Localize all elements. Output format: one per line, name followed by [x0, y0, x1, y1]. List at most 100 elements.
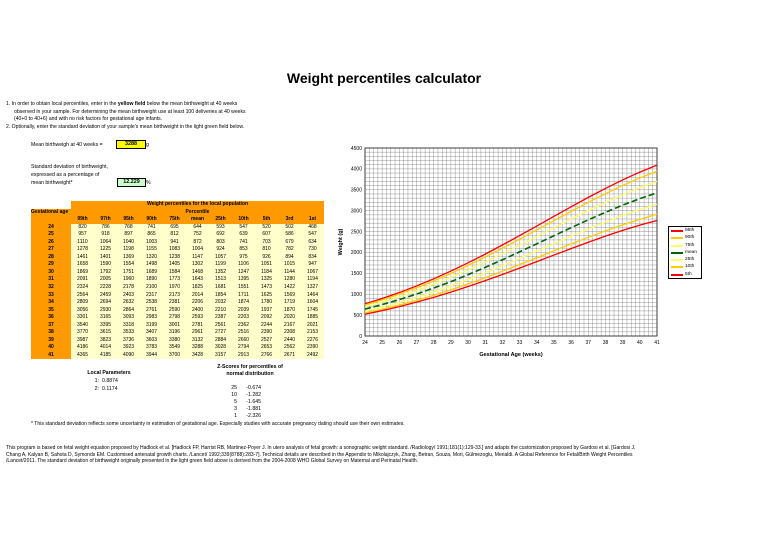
- percentile-cell: 834: [301, 253, 324, 262]
- sd-label-line2: expressed as a percentage of: [31, 172, 100, 178]
- percentile-cell: 502: [278, 223, 301, 232]
- percentile-cell: 3165: [94, 314, 117, 322]
- percentile-cell: 812: [163, 231, 186, 239]
- percentile-cell: 1004: [186, 246, 209, 254]
- legend-swatch: [671, 230, 683, 232]
- series-line-75th: [364, 180, 658, 308]
- y-tick-label: 4000: [351, 167, 362, 173]
- table-row: 35 3056 2930 2864 2761 2590 2400 2210 2039 1937 18…: [31, 306, 324, 315]
- percentile-cell: 4090: [117, 351, 140, 360]
- local-param-key: 1:: [94, 378, 99, 384]
- table-row: 27 1278 1225 1198 1155 1083 1004 924 853 810 782 73…: [31, 246, 324, 254]
- percentile-cell: 1780: [255, 299, 278, 307]
- y-tick-label: 500: [354, 313, 363, 319]
- y-tick-label: 2500: [351, 229, 362, 235]
- ga-cell: 41: [31, 351, 71, 360]
- legend-label: 95th: [685, 228, 695, 233]
- column-header: 3rd: [278, 216, 301, 224]
- percentile-cell: 1773: [163, 276, 186, 285]
- zscore-percentile: 5: [234, 399, 237, 405]
- percentile-cell: 894: [278, 253, 301, 262]
- y-axis-label: Weight (g): [338, 228, 344, 255]
- percentile-cell: 1960: [117, 276, 140, 285]
- x-tick-label: 39: [620, 340, 626, 346]
- column-header: 10th: [232, 216, 255, 224]
- percentile-cell: 1569: [278, 291, 301, 300]
- x-tick-label: 36: [568, 340, 574, 346]
- zscore-row: 5 -1.645: [228, 399, 261, 406]
- zscore-percentile: 3: [234, 406, 237, 412]
- percentile-cell: 1401: [94, 253, 117, 262]
- ga-cell: 32: [31, 284, 71, 292]
- percentile-cell: 2884: [209, 336, 232, 345]
- legend-label: 5th: [685, 271, 692, 277]
- x-tick-label: 34: [534, 340, 540, 346]
- percentile-cell: 2761: [140, 306, 163, 315]
- instruction-1-bold: yellow field: [117, 101, 146, 107]
- ga-cell: 30: [31, 268, 71, 277]
- series-line-mean: [364, 192, 658, 310]
- series-line-95th: [364, 164, 658, 305]
- table-row: 37 3540 3395 3318 3199 3001 2781 2561 2362 2244 21…: [31, 321, 324, 330]
- ga-cell: 36: [31, 314, 71, 322]
- legend-label: mean: [685, 249, 697, 255]
- mean-birthweight-input[interactable]: 3288: [116, 140, 146, 149]
- table-row: 30 1869 1792 1751 1689 1584 1468 1352 1247 1184 11…: [31, 268, 324, 277]
- percentile-cell: 2440: [278, 336, 301, 345]
- percentile-cell: 820: [71, 223, 94, 232]
- percentile-cell: 1890: [140, 276, 163, 285]
- column-header: 95th: [117, 216, 140, 224]
- sd-input[interactable]: 12.229: [117, 178, 146, 187]
- percentile-cell: 4186: [71, 344, 94, 352]
- percentile-cell: 1302: [186, 261, 209, 269]
- percentile-cell: 810: [255, 246, 278, 254]
- instruction-4: 2. Optionally, enter the standard deviat…: [6, 123, 245, 130]
- percentile-cell: 924: [209, 246, 232, 254]
- percentile-cell: 2983: [140, 314, 163, 322]
- percentile-cell: 2228: [94, 284, 117, 292]
- percentile-cell: 1352: [209, 268, 232, 277]
- legend-item: mean: [669, 249, 701, 256]
- table-row: 26 1110 1064 1040 1003 941 872 803 741 703 679 634: [31, 238, 324, 247]
- percentile-cell: 2562: [278, 344, 301, 352]
- percentile-cell: 1015: [278, 261, 301, 269]
- percentile-cell: 1498: [140, 261, 163, 269]
- percentile-cell: 1067: [301, 268, 324, 277]
- zscore-value: -0.674: [246, 385, 261, 391]
- percentile-cell: 1147: [186, 253, 209, 262]
- legend-label: 25th: [685, 257, 695, 263]
- percentile-cell: 3301: [71, 314, 94, 322]
- percentile-cell: 4365: [71, 351, 94, 360]
- percentile-cell: 2492: [301, 351, 324, 360]
- percentile-cell: 1280: [278, 276, 301, 285]
- ga-cell: 31: [31, 276, 71, 285]
- percentile-cell: 2930: [94, 306, 117, 315]
- ga-cell: 27: [31, 246, 71, 254]
- table-row: 31 2091 2005 1960 1890 1773 1643 1513 1395 1325 12…: [31, 276, 324, 285]
- percentile-cell: 730: [301, 246, 324, 254]
- percentile-cell: 768: [117, 223, 140, 232]
- zscore-value: -1.645: [246, 399, 261, 405]
- percentile-cell: 3923: [117, 344, 140, 352]
- percentile-cell: 2798: [163, 314, 186, 322]
- table-row: 40 4186 4014 3923 3783 3549 3288 3028 2794 2653 25…: [31, 344, 324, 352]
- percentile-cell: 547: [232, 223, 255, 232]
- zscore-value: -1.282: [246, 392, 261, 398]
- y-tick-label: 4500: [351, 146, 362, 152]
- percentile-cell: 2694: [94, 299, 117, 307]
- table-row: 39 3987 3823 3736 3603 3380 3132 2884 2660 2527 24…: [31, 336, 324, 345]
- ga-cell: 29: [31, 261, 71, 269]
- sd-label-line3: mean birthweight*: [31, 180, 73, 186]
- column-header: mean: [186, 216, 209, 224]
- percentile-cell: 1711: [232, 291, 255, 300]
- percentile-cell: 4014: [94, 344, 117, 352]
- table-title: Weight percentiles for the local populat…: [71, 201, 324, 209]
- percentile-cell: 1643: [186, 276, 209, 285]
- percentile-cell: 975: [232, 253, 255, 262]
- bottom-text-line3: /Lancet/2011. The standard deviation of …: [6, 458, 419, 465]
- percentile-cell: 2203: [232, 314, 255, 322]
- percentile-cell: 2178: [117, 284, 140, 292]
- legend-swatch: [671, 237, 683, 240]
- chart-grid: [364, 147, 658, 337]
- percentile-cell: 1554: [117, 261, 140, 269]
